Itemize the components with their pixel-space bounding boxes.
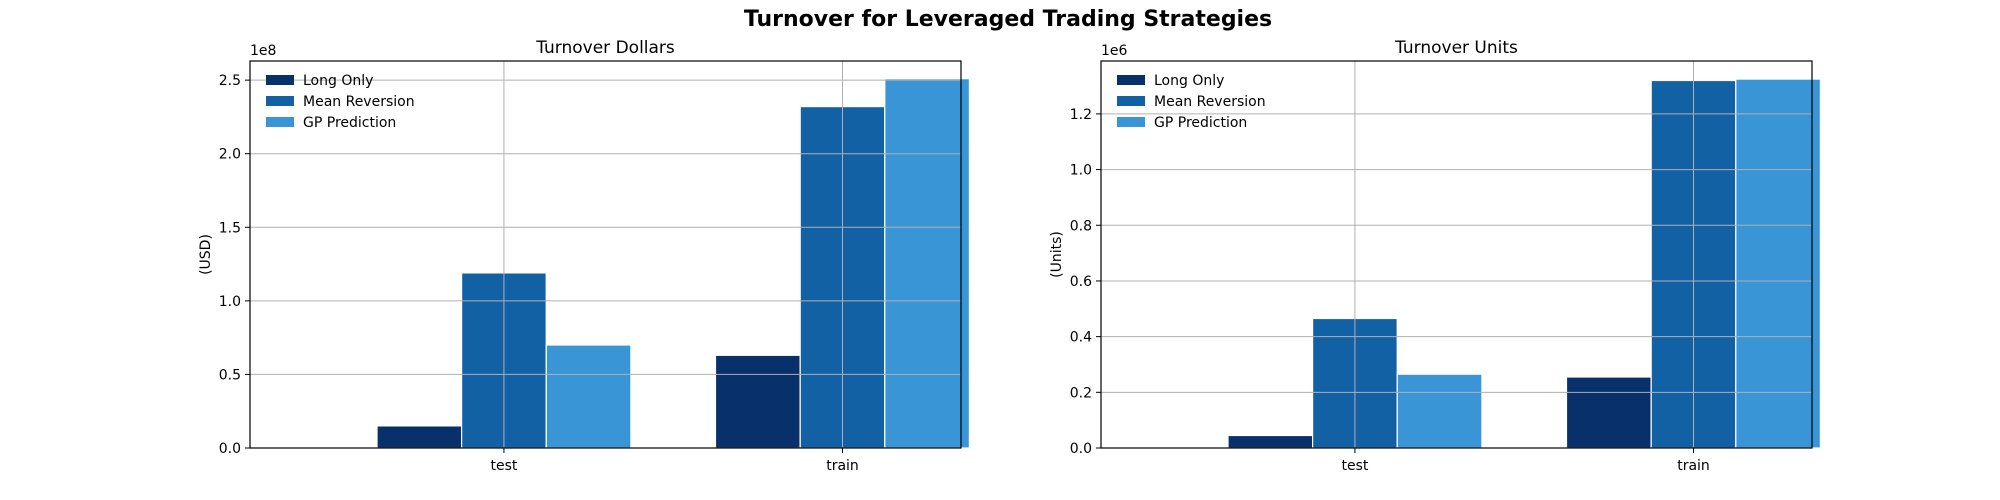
y-axis-label: (Units) <box>1049 231 1065 278</box>
bar-gp-prediction-train <box>884 78 970 449</box>
y-tick-label: 0.8 <box>1070 218 1092 234</box>
bar-long-only-test <box>1227 434 1314 449</box>
bar-gp-prediction-train <box>1735 78 1822 449</box>
legend: Long Only Mean Reversion GP Prediction <box>266 73 415 131</box>
legend-swatch <box>266 117 294 127</box>
y-tick-label: 0.0 <box>219 441 241 457</box>
axes-title: Turnover Dollars <box>535 38 675 58</box>
legend-swatch <box>1117 117 1145 127</box>
x-tick-label: test <box>1341 458 1368 474</box>
legend-label: GP Prediction <box>1154 115 1247 131</box>
y-tick-label: 1.5 <box>219 220 241 236</box>
bar-gp-prediction-test <box>545 344 632 449</box>
y-tick-label: 0.4 <box>1070 330 1092 346</box>
chart-panel-1: 0.0 0.5 1.0 1.5 2.0 2.5 test train Turnover Doll… <box>198 38 970 474</box>
bar-long-only-train <box>714 354 801 449</box>
figure-title: Turnover for Leveraged Trading Strategie… <box>744 7 1272 32</box>
y-axis-label: (USD) <box>198 234 214 275</box>
axes-frame <box>249 60 962 449</box>
y-tick-label: 0.0 <box>1070 441 1092 457</box>
axes-frame <box>1100 60 1813 449</box>
y-tick-label: 2.5 <box>219 73 241 89</box>
chart-panel-2: 0.0 0.2 0.4 0.6 0.8 1.0 1.2 test train Turnover U… <box>1049 38 1822 474</box>
y-tick-label: 1.2 <box>1070 107 1092 123</box>
legend-label: GP Prediction <box>303 115 396 131</box>
legend-label: Long Only <box>303 73 373 89</box>
legend-swatch <box>266 96 294 106</box>
axes-title: Turnover Units <box>1394 38 1518 58</box>
x-tick-label: train <box>826 458 859 474</box>
y-axis-offset-label: 1e6 <box>1101 43 1128 59</box>
bar-gp-prediction-test <box>1396 373 1483 449</box>
y-tick-label: 0.5 <box>219 367 241 383</box>
legend-swatch <box>1117 75 1145 85</box>
x-tick-label: test <box>490 458 517 474</box>
y-axis-offset-label: 1e8 <box>250 43 276 59</box>
bar-long-only-test <box>376 425 463 449</box>
bar-long-only-train <box>1565 376 1652 449</box>
y-tick-label: 2.0 <box>219 147 241 163</box>
legend: Long Only Mean Reversion GP Prediction <box>1117 73 1266 131</box>
y-tick-label: 1.0 <box>219 294 241 310</box>
legend-label: Mean Reversion <box>1154 94 1266 110</box>
legend-label: Mean Reversion <box>303 94 415 110</box>
x-tick-label: train <box>1677 458 1710 474</box>
legend-swatch <box>266 75 294 85</box>
legend-label: Long Only <box>1154 73 1224 89</box>
y-tick-label: 0.2 <box>1070 385 1092 401</box>
y-tick-label: 0.6 <box>1070 274 1092 290</box>
y-tick-label: 1.0 <box>1070 163 1092 179</box>
legend-swatch <box>1117 96 1145 106</box>
